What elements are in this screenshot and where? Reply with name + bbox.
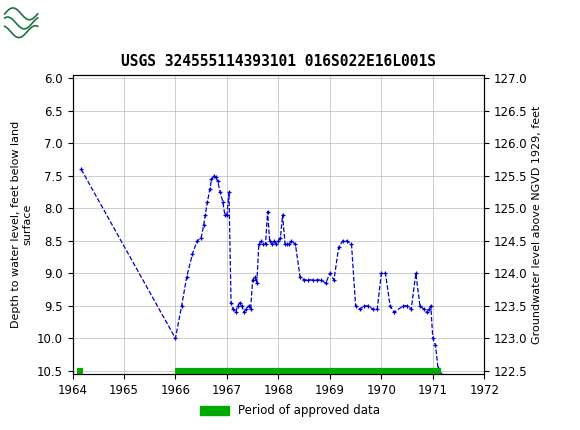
Y-axis label: Groundwater level above NGVD 1929, feet: Groundwater level above NGVD 1929, feet bbox=[532, 105, 542, 344]
Legend: Period of approved data: Period of approved data bbox=[195, 399, 385, 422]
Text: USGS: USGS bbox=[42, 11, 97, 29]
Y-axis label: Depth to water level, feet below land
surface: Depth to water level, feet below land su… bbox=[11, 121, 32, 328]
Title: USGS 324555114393101 016S022E16L001S: USGS 324555114393101 016S022E16L001S bbox=[121, 53, 436, 68]
